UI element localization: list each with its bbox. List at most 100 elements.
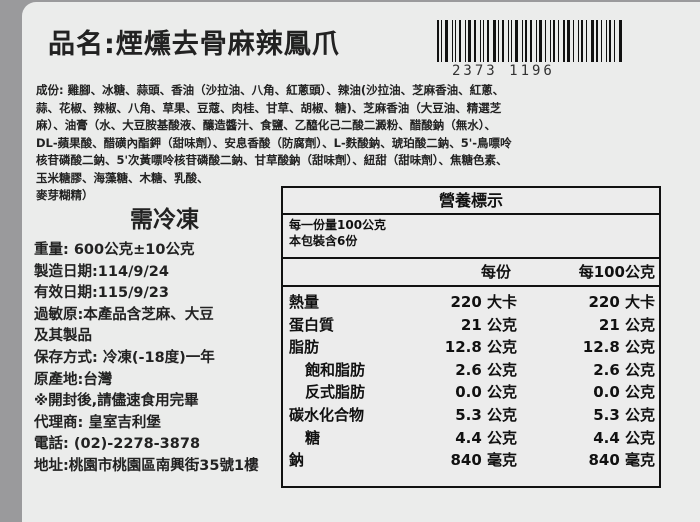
nutrient-name: 反式脂肪 [305, 383, 366, 402]
per-100g-value: 12.8 公克 [582, 338, 655, 357]
barcode-bar [525, 20, 527, 62]
origin: 原產地:台灣 [34, 371, 113, 388]
per-100g-value: 2.6 公克 [593, 360, 655, 379]
barcode-bar [515, 20, 518, 62]
nutrient-name: 糖 [305, 428, 321, 447]
nutrition-row: 糖 4.4 公克 4.4 公克 [283, 427, 659, 450]
barcode-bar [441, 20, 442, 62]
servings-per-pack: 本包裝含6份 [289, 234, 358, 248]
barcode-bar [455, 20, 456, 62]
nutrition-table: 營養標示 每一份量100公克 本包裝含6份 每份 每100公克 熱量 220 大卡… [281, 186, 661, 488]
phone: 電話: (02)-2278-3878 [34, 436, 201, 453]
barcode-bar [522, 20, 523, 62]
ingredients-line: 玉米糖膠、海藻糖、木糖、乳酸、 [36, 170, 209, 185]
nutrient-name: 碳水化合物 [289, 405, 365, 424]
per-100g-value: 840 毫克 [588, 451, 655, 470]
barcode-bar [487, 20, 489, 62]
per-serving-value: 220 大卡 [450, 293, 517, 311]
nutrient-name: 飽和脂肪 [305, 360, 366, 379]
product-info: 重量: 600公克±10公克 製造日期:114/9/24 有效日期:115/9/… [34, 240, 259, 478]
nutrition-row: 脂肪 12.8 公克 12.8 公克 [283, 336, 659, 359]
ingredients-line: 核苷磷酸二鈉、5'次黃嘌呤核苷磷酸二鈉、甘草酸鈉（甜味劑）、紐甜（甜味劑）、焦糖… [36, 153, 508, 167]
barcode-bar [468, 20, 471, 62]
nutrition-row: 鈉 840 毫克 840 毫克 [283, 449, 659, 472]
barcode-bar [578, 20, 579, 62]
barcode-bar [596, 20, 598, 62]
nutrition-row: 碳水化合物 5.3 公克 5.3 公克 [283, 404, 659, 427]
ingredients-line: 麥芽糊精） [36, 188, 94, 202]
allergen-cont: 及其製品 [34, 328, 92, 345]
per-serving-value: 12.8 公克 [444, 338, 517, 357]
per-100g-value: 5.3 公克 [593, 405, 655, 424]
per-100g-value: 0.0 公克 [593, 383, 655, 402]
nutrient-name: 脂肪 [289, 338, 320, 357]
barcode-bar [545, 20, 546, 62]
nutrient-name: 鈉 [289, 451, 305, 470]
nutrition-title: 營養標示 [283, 188, 659, 215]
per-serving-value: 840 毫克 [450, 451, 517, 470]
barcode-bar [606, 20, 607, 62]
col-per-100g: 每100公克 [578, 263, 655, 281]
barcode-bar [474, 20, 476, 62]
barcode-bar [591, 20, 594, 62]
ingredients-line: 蒜、花椒、辣椒、八角、草果、豆蔻、肉桂、甘草、胡椒、糖)、芝麻香油（大豆油、精選… [36, 100, 502, 115]
barcode-bar [539, 20, 542, 62]
barcode-bar [581, 20, 583, 62]
nutrition-row: 熱量 220 大卡 220 大卡 [283, 291, 659, 314]
per-serving-value: 5.3 公克 [455, 405, 517, 424]
barcode-bar [483, 20, 484, 62]
storage-method: 保存方式: 冷凍(-18度)一年 [34, 349, 215, 366]
barcode-bar [530, 20, 532, 62]
barcode-bar [465, 20, 466, 62]
barcode-bar [567, 20, 570, 62]
per-serving-value: 2.6 公克 [455, 360, 517, 379]
product-name: 品名:煙燻去骨麻辣鳳爪 [48, 29, 340, 60]
notice: ※開封後,請儘速食用完畢 [34, 393, 199, 410]
barcode-bar [619, 20, 622, 62]
per-serving-value: 0.0 公克 [455, 383, 517, 402]
per-100g-value: 21 公克 [598, 315, 655, 334]
barcode-bar [563, 20, 565, 62]
expiry-date: 有效日期:115/9/23 [34, 285, 169, 302]
serving-size: 每一份量100公克 [289, 218, 387, 232]
storage-label: 需冷凍 [130, 207, 199, 233]
barcode-bar [480, 20, 481, 62]
ingredients-line: 麻）、油膏（水、大豆胺基酸液、釀造醬汁、食鹽、乙醯化己二酸二澱粉、醋酸鈉（無水）… [36, 118, 496, 132]
per-serving-value: 21 公克 [460, 315, 517, 334]
barcode-bar [502, 20, 504, 62]
col-per-serving: 每份 [480, 263, 511, 281]
barcode-bar [553, 20, 555, 62]
ingredients-line: DL-蘋果酸、醋磺內酯鉀（甜味劑）、安息香酸（防腐劑）、L-麩酸鈉、琥珀酸二鈉、… [36, 135, 512, 150]
nutrient-name: 蛋白質 [289, 315, 335, 334]
barcode-bar [452, 20, 453, 62]
weight: 重量: 600公克±10公克 [34, 242, 195, 258]
nutrient-name: 熱量 [289, 293, 320, 311]
agent: 代理商: 皇室吉利堡 [34, 414, 161, 431]
barcode-bar [536, 20, 537, 62]
nutrition-row: 蛋白質 21 公克 21 公克 [283, 314, 659, 337]
per-serving-value: 4.4 公克 [455, 428, 517, 447]
barcode-bar [445, 20, 448, 62]
nutrition-row: 飽和脂肪 2.6 公克 2.6 公克 [283, 359, 659, 382]
barcode-bar [508, 20, 509, 62]
nutrition-row: 反式脂肪 0.0 公克 0.0 公克 [283, 381, 659, 404]
barcode-number: 2373 1196 [452, 63, 555, 79]
barcode-bar [614, 20, 615, 62]
barcode-bar [558, 20, 559, 62]
barcode-bar [550, 20, 551, 62]
barcode-bar [511, 20, 512, 62]
address: 地址:桃園市桃園區南興街35號1樓 [34, 457, 259, 474]
manufacture-date: 製造日期:114/9/24 [34, 263, 169, 280]
ingredients-line: 成份: 雞腳、冰糖、蒜頭、香油（沙拉油、八角、紅蔥頭）、辣油(沙拉油、芝麻香油、… [36, 83, 505, 97]
allergen: 過敏原:本產品含芝麻、大豆 [34, 306, 214, 323]
barcode-bar [573, 20, 574, 62]
per-100g-value: 220 大卡 [588, 293, 655, 311]
barcode-bar [437, 20, 439, 62]
per-100g-value: 4.4 公克 [593, 428, 655, 447]
ingredients: 成份: 雞腳、冰糖、蒜頭、香油（沙拉油、八角、紅蔥頭）、辣油(沙拉油、芝麻香油、… [36, 82, 676, 205]
barcode-bar [498, 20, 499, 62]
barcode-bar [586, 20, 587, 62]
barcode-bar [609, 20, 611, 62]
barcode-bar [459, 20, 461, 62]
barcode [437, 20, 649, 62]
